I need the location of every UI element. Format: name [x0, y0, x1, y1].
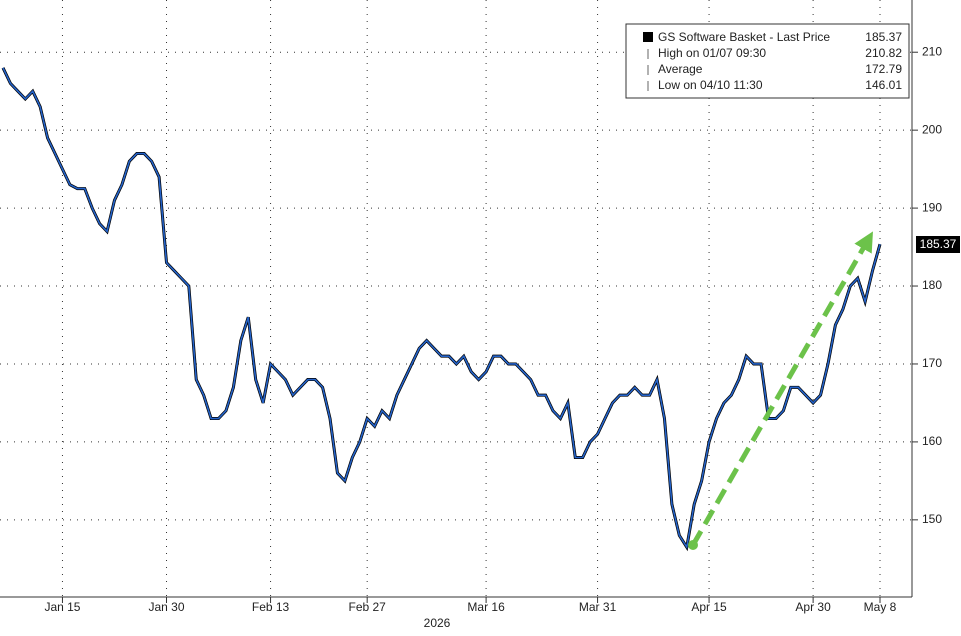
x-tick-label: Mar 31	[579, 600, 617, 614]
x-tick-label: Apr 30	[795, 600, 831, 614]
legend-value: 185.37	[865, 30, 902, 44]
price-tag-label: 185.37	[920, 237, 957, 251]
legend-label: GS Software Basket - Last Price	[658, 30, 830, 44]
legend-row-value: 210.82	[865, 46, 902, 60]
x-tick-label: Feb 13	[252, 600, 290, 614]
x-tick-label: Jan 15	[44, 600, 80, 614]
y-tick-label: 160	[922, 434, 942, 448]
x-tick-label: Apr 15	[691, 600, 727, 614]
y-tick-label: 210	[922, 44, 942, 58]
arrow-start	[688, 540, 698, 550]
x-tick-label: Jan 30	[148, 600, 184, 614]
y-tick-label: 150	[922, 512, 942, 526]
y-tick-label: 180	[922, 278, 942, 292]
y-tick-label: 170	[922, 356, 942, 370]
legend-row-value: 172.79	[865, 62, 902, 76]
price-line	[2, 67, 881, 550]
x-tick-label: Mar 16	[467, 600, 505, 614]
trend-arrow	[690, 231, 873, 547]
y-tick-label: 200	[922, 122, 942, 136]
x-tick-label: May 8	[864, 600, 897, 614]
legend-swatch	[643, 32, 653, 42]
y-tick-label: 190	[922, 200, 942, 214]
price-tag: 185.37	[916, 236, 960, 253]
legend-row-label: Average	[658, 62, 703, 76]
price-tag-box	[916, 236, 960, 253]
legend: GS Software Basket - Last Price 185.37 H…	[625, 23, 910, 99]
legend-row-label: High on 01/07 09:30	[658, 46, 766, 60]
x-tick-label: Feb 27	[348, 600, 386, 614]
legend-row-value: 146.01	[865, 78, 902, 92]
legend-row-label: Low on 04/10 11:30	[658, 78, 763, 92]
x-axis-title: 2026	[424, 616, 451, 630]
legend-box	[625, 23, 910, 99]
